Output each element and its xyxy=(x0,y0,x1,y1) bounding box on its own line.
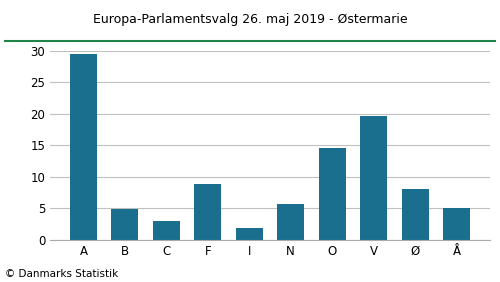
Bar xyxy=(402,189,428,240)
Bar xyxy=(443,208,470,240)
Bar xyxy=(153,221,180,240)
Text: Europa-Parlamentsvalg 26. maj 2019 - Østermarie: Europa-Parlamentsvalg 26. maj 2019 - Øst… xyxy=(92,13,407,26)
Bar xyxy=(112,209,138,240)
Text: © Danmarks Statistik: © Danmarks Statistik xyxy=(5,269,118,279)
Bar xyxy=(360,116,387,240)
Bar xyxy=(70,54,97,240)
Bar xyxy=(318,148,345,240)
Bar xyxy=(194,184,222,240)
Bar xyxy=(278,204,304,240)
Bar xyxy=(236,228,262,240)
